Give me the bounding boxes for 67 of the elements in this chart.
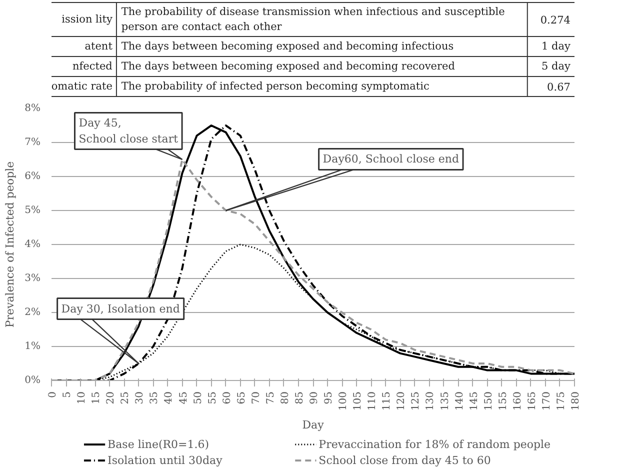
y-tick-label: 1% [24, 341, 41, 352]
x-tick-label: 55 [207, 391, 218, 404]
legend-label: Base line(R0=1.6) [108, 438, 210, 451]
y-tick-label: 3% [24, 273, 41, 284]
x-tick-label: 130 [425, 391, 436, 411]
x-tick-label: 60 [222, 391, 233, 404]
legend-label: Prevaccination for 18% of random people [318, 438, 551, 451]
x-tick-label: 100 [338, 391, 350, 411]
y-tick-label: 2% [24, 307, 41, 318]
y-tick-label: 7% [24, 137, 41, 148]
x-tick-label: 140 [454, 391, 466, 411]
x-tick-label: 85 [294, 391, 306, 404]
text: The probability of infected person becoming symptomatic [121, 80, 430, 92]
text: 0.274 [540, 14, 571, 26]
x-tick-label: 180 [570, 391, 582, 411]
text: 0.67 [547, 82, 570, 94]
text: atent [84, 40, 114, 52]
x-tick-label: 155 [498, 391, 509, 411]
text: The days between becoming exposed and becoming recovered [121, 60, 456, 72]
x-tick-label: 115 [382, 391, 393, 411]
x-tick-label: 45 [178, 391, 190, 404]
y-tick-label: 5% [24, 205, 41, 216]
x-tick-label: 90 [309, 391, 320, 404]
text: 5 day [542, 60, 571, 72]
y-tick-label: 8% [24, 103, 41, 114]
x-tick-label: 35 [149, 391, 160, 404]
annotation: Day 30, Isolation end [61, 302, 180, 316]
y-tick-label: 6% [24, 171, 41, 182]
text: The days between becoming exposed and becoming infectious [121, 40, 454, 52]
x-tick-label: 95 [324, 391, 335, 404]
x-tick-label: 20 [106, 391, 117, 404]
x-tick-label: 65 [236, 391, 248, 404]
x-tick-label: 50 [192, 391, 204, 404]
x-tick-label: 165 [526, 391, 538, 411]
x-tick-label: 105 [352, 391, 364, 411]
x-tick-label: 25 [120, 391, 132, 404]
x-axis-title: Day [302, 418, 325, 432]
x-tick-label: 110 [367, 391, 378, 411]
x-tick-label: 135 [440, 391, 451, 411]
y-axis-title: Prevalence of Infected people [4, 161, 17, 328]
x-tick-label: 80 [280, 391, 291, 404]
annotation: Day60, School close end [322, 152, 460, 166]
text: ission lity [62, 14, 112, 26]
x-tick-label: 10 [76, 391, 88, 404]
text: 1 day [542, 40, 571, 52]
text: nfected [72, 60, 113, 72]
x-tick-label: 75 [265, 391, 276, 404]
y-tick-label: 0% [24, 375, 41, 386]
x-tick-label: 160 [512, 391, 524, 411]
x-tick-label: 40 [164, 391, 175, 404]
x-tick-label: 170 [541, 391, 552, 411]
text: The probability of disease transmission when infectious and susceptible person are contact each other [121, 6, 505, 33]
legend-label: Isolation until 30day [108, 454, 224, 467]
x-tick-label: 150 [483, 391, 494, 411]
x-tick-label: 175 [556, 391, 567, 411]
x-tick-label: 145 [468, 391, 480, 411]
x-tick-label: 0 [48, 391, 58, 398]
x-tick-label: 125 [410, 391, 422, 411]
y-tick-label: 4% [24, 239, 41, 250]
x-tick-label: 5 [62, 391, 74, 398]
x-tick-label: 70 [250, 391, 262, 404]
annotation: Day 45, School close start [78, 116, 179, 146]
legend-label: School close from day 45 to 60 [318, 454, 491, 467]
text: omatic rate [51, 80, 112, 92]
x-tick-label: 120 [396, 391, 408, 411]
x-tick-label: 30 [134, 391, 146, 404]
x-tick-label: 15 [91, 391, 102, 404]
